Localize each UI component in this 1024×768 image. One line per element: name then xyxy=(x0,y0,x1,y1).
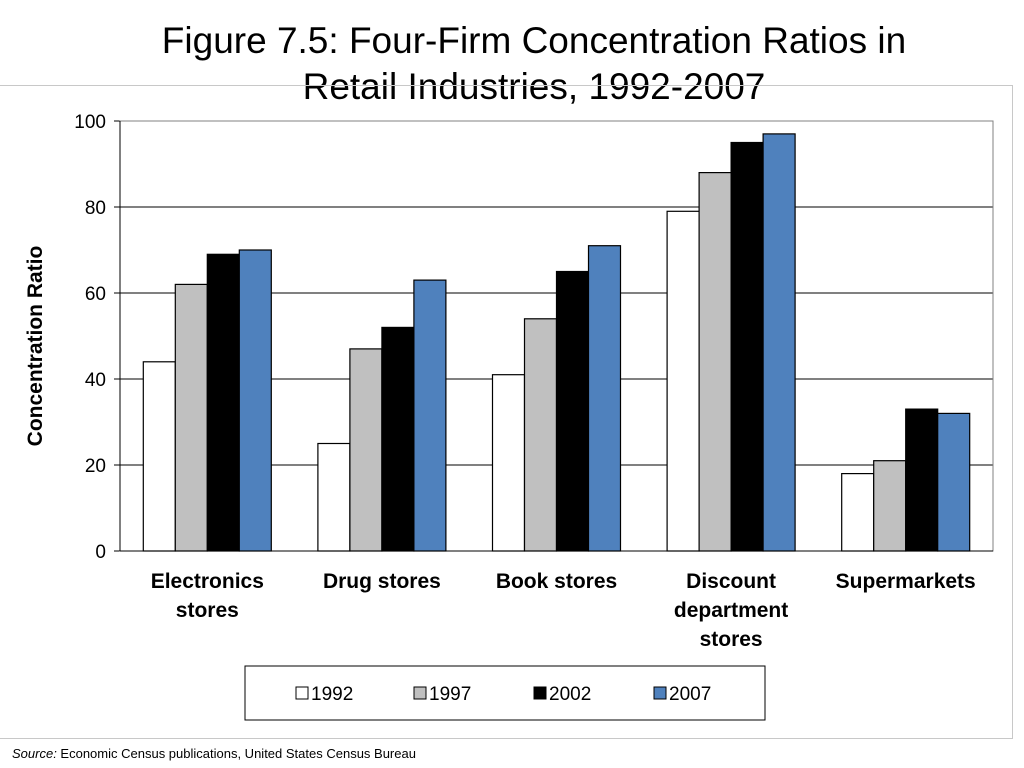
legend-swatch-1992 xyxy=(295,686,309,700)
bar-2002 xyxy=(555,270,590,552)
legend-box xyxy=(244,665,766,721)
x-tick-label: Discount department stores xyxy=(674,570,788,651)
source-text: Economic Census publications, United Sta… xyxy=(56,746,416,761)
legend-label: 2007 xyxy=(669,684,711,705)
x-tick-label: Electronics stores xyxy=(151,570,264,622)
bar-1992 xyxy=(666,210,700,552)
x-tick-label-line: Electronics xyxy=(151,570,264,593)
legend-label: 1992 xyxy=(311,684,353,705)
y-tick-label: 60 xyxy=(85,284,106,305)
x-tick-label: Book stores xyxy=(496,570,617,593)
y-axis-label: Concentration Ratio xyxy=(24,246,47,447)
bar-2002 xyxy=(730,141,764,552)
y-tick-label: 80 xyxy=(85,198,106,219)
y-tick-label: 40 xyxy=(85,370,106,391)
chart-title: Figure 7.5: Four-Firm Concentration Rati… xyxy=(0,18,1024,110)
bar-1997 xyxy=(349,348,383,552)
x-tick-label: Drug stores xyxy=(323,570,441,593)
y-tick-label: 0 xyxy=(95,542,106,563)
y-tick-label: 20 xyxy=(85,456,106,477)
x-tick-label-line: department xyxy=(674,599,788,622)
bar-2007 xyxy=(937,412,971,552)
source-note: Source: Economic Census publications, Un… xyxy=(12,746,416,761)
bar-2002 xyxy=(905,408,939,552)
bar-1997 xyxy=(873,460,907,552)
chart-frame xyxy=(0,85,1013,739)
legend-label: 1997 xyxy=(429,684,471,705)
bar-1997 xyxy=(174,283,208,552)
bar-2007 xyxy=(587,245,622,552)
bar-2002 xyxy=(206,253,240,552)
bar-2007 xyxy=(413,279,447,552)
bar-1992 xyxy=(841,473,875,552)
chart-title-line-1: Figure 7.5: Four-Firm Concentration Rati… xyxy=(161,20,907,61)
bar-1997 xyxy=(698,172,732,552)
bar-2002 xyxy=(381,326,415,552)
bar-2007 xyxy=(238,249,272,552)
chart-title-line-2: Retail Industries, 1992-2007 xyxy=(302,66,766,107)
y-tick-label: 100 xyxy=(74,112,106,133)
legend-label: 2002 xyxy=(549,684,591,705)
x-tick-label-line: Book stores xyxy=(496,570,617,593)
bar-1992 xyxy=(491,374,526,552)
x-tick-label: Supermarkets xyxy=(836,570,976,593)
x-tick-label-line: stores xyxy=(176,599,239,622)
source-label: Source: xyxy=(12,746,57,761)
x-tick-label-line: Discount xyxy=(686,570,776,593)
x-tick-label-line: Drug stores xyxy=(323,570,441,593)
bar-2007 xyxy=(762,133,796,552)
legend-swatch-2002 xyxy=(533,686,547,700)
x-tick-label-line: Supermarkets xyxy=(836,570,976,593)
bar-1997 xyxy=(523,318,558,552)
legend-swatch-1997 xyxy=(413,686,427,700)
legend-swatch-2007 xyxy=(653,686,667,700)
bar-1992 xyxy=(317,442,351,552)
x-tick-label-line: stores xyxy=(700,628,763,651)
bar-1992 xyxy=(142,361,176,552)
